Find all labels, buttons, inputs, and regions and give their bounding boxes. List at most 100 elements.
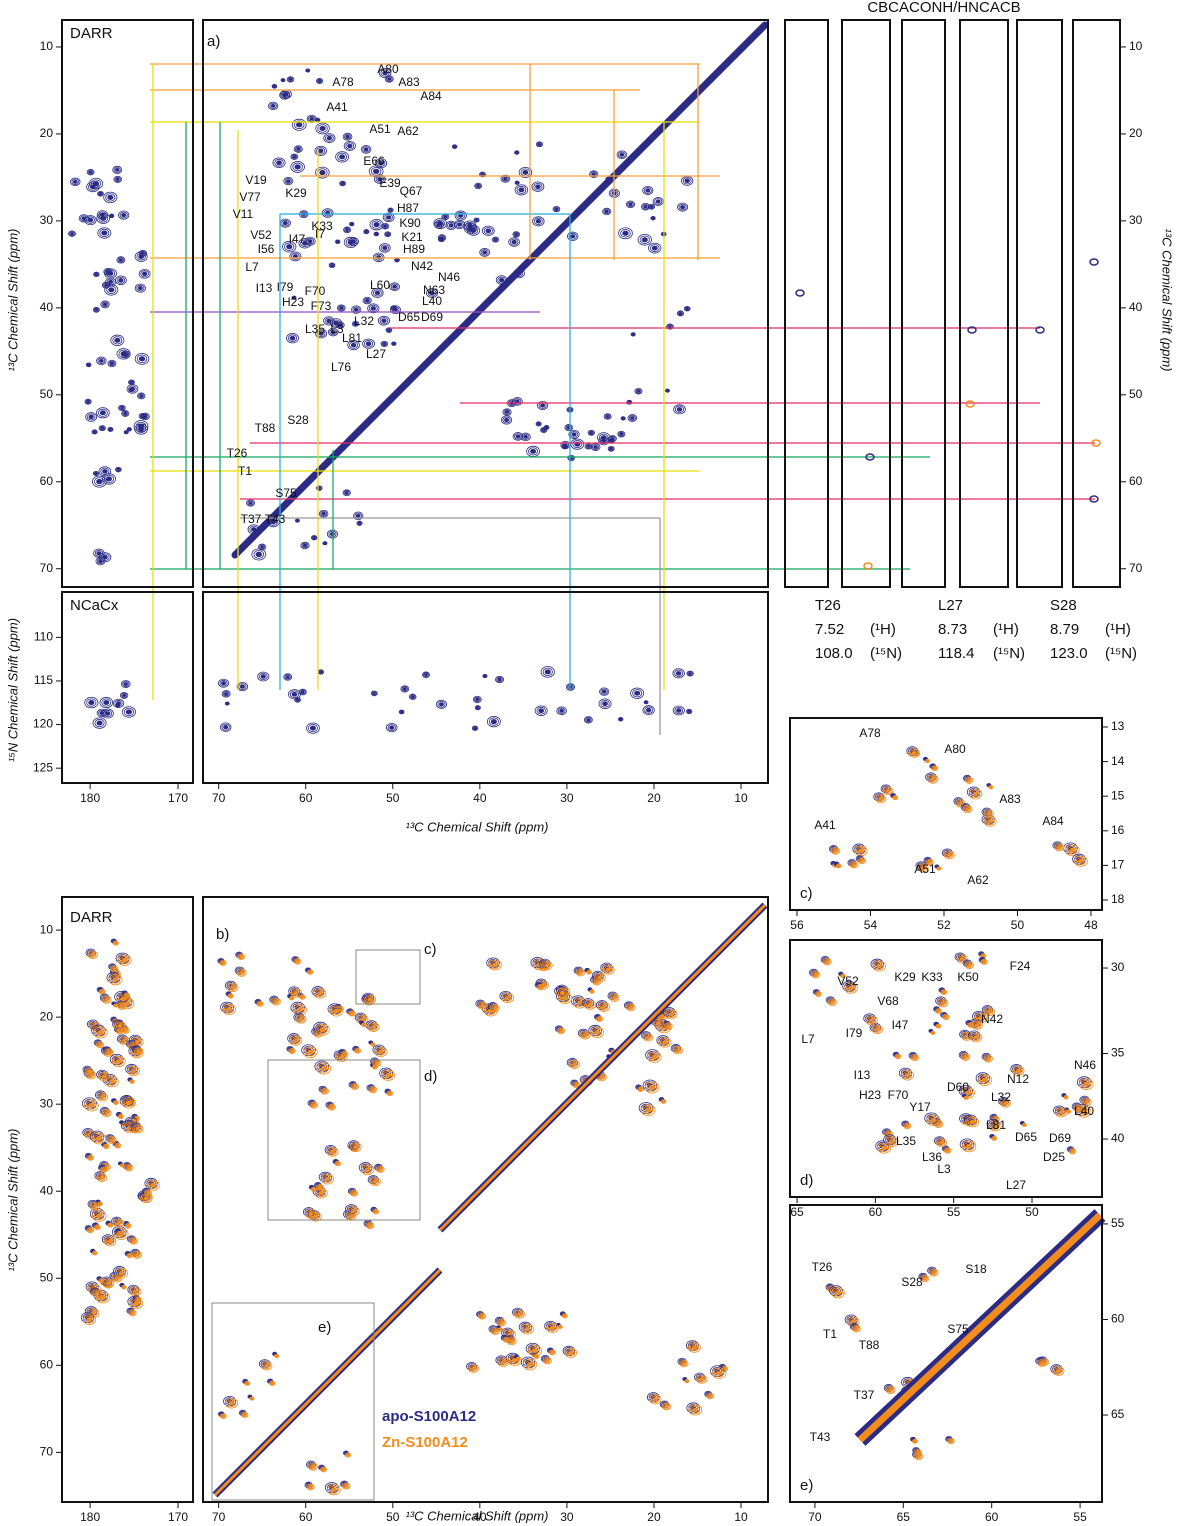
contour [916, 1450, 920, 1454]
contour [281, 78, 285, 82]
contour [676, 310, 685, 317]
contour [493, 238, 498, 241]
contour [935, 1138, 948, 1148]
contour [121, 692, 128, 698]
contour [983, 809, 994, 819]
contour [522, 1358, 538, 1371]
contour [367, 303, 380, 314]
contour [113, 1100, 119, 1105]
contour [844, 982, 858, 994]
contour [582, 1033, 588, 1038]
contour [306, 1210, 315, 1218]
contour [250, 1397, 254, 1400]
contour [1058, 1110, 1064, 1115]
contour [86, 363, 91, 367]
contour [93, 1026, 108, 1039]
contour [597, 1017, 602, 1021]
contour [224, 701, 230, 706]
contour [544, 963, 550, 968]
contour [830, 1000, 835, 1004]
contour [96, 407, 110, 419]
residue-label: N42 [981, 1012, 1003, 1026]
contour [86, 1227, 94, 1234]
panel-frame [202, 896, 769, 1503]
tick-label: 70 [40, 1445, 54, 1459]
contour [663, 1403, 670, 1410]
contour [105, 1281, 111, 1286]
tick-label: 125 [33, 760, 53, 774]
contour [479, 1313, 485, 1319]
contour [374, 1061, 379, 1065]
contour [686, 670, 694, 677]
contour [346, 1206, 360, 1217]
contour [841, 974, 845, 977]
contour [115, 466, 122, 473]
contour [219, 959, 227, 966]
contour [1056, 1108, 1066, 1117]
residue-label: T37 [241, 512, 262, 526]
contour [308, 1485, 313, 1489]
contour [88, 1102, 95, 1108]
contour [300, 995, 305, 1000]
residue-label: A83 [398, 75, 420, 89]
contour [602, 964, 615, 975]
contour [697, 1375, 706, 1383]
contour [627, 201, 634, 208]
residue-label: V19 [245, 173, 267, 187]
contour [365, 298, 370, 303]
contour [260, 674, 266, 679]
contour [360, 145, 372, 154]
strip-shift: 8.73 [938, 621, 967, 638]
contour [367, 1223, 372, 1228]
tick-label: 50 [40, 387, 54, 401]
contour [282, 240, 297, 253]
contour [1069, 1149, 1076, 1154]
contour [524, 1326, 531, 1332]
contour [71, 178, 80, 185]
contour [1000, 1098, 1011, 1108]
contour [604, 966, 613, 974]
contour [341, 1051, 348, 1057]
contour [529, 1346, 540, 1355]
contour [309, 725, 316, 731]
residue-label: E66 [363, 154, 385, 168]
contour [118, 210, 130, 220]
contour [541, 960, 553, 971]
contour [107, 426, 114, 432]
contour [119, 1115, 123, 1118]
contour [437, 234, 447, 242]
residue-label: A84 [420, 89, 442, 103]
contour [317, 148, 324, 154]
contour [666, 1024, 671, 1028]
contour [281, 79, 285, 82]
contour [927, 774, 939, 784]
contour [115, 1022, 125, 1030]
contour [617, 717, 624, 722]
contour [116, 1029, 123, 1034]
panel-label: a) [207, 33, 220, 50]
contour [250, 1397, 254, 1401]
contour [120, 680, 131, 689]
contour [1081, 1079, 1092, 1089]
contour [221, 681, 226, 686]
contour [100, 467, 110, 476]
contour [282, 221, 288, 226]
contour [929, 1268, 939, 1277]
contour [602, 207, 612, 216]
contour [292, 155, 297, 159]
contour [1070, 1149, 1075, 1153]
residue-label: D69 [1049, 1131, 1071, 1145]
contour [696, 1374, 708, 1384]
contour [536, 422, 541, 426]
contour [537, 984, 543, 990]
contour [488, 959, 502, 971]
contour [508, 237, 520, 247]
contour [272, 157, 286, 169]
residue-label: L27 [366, 347, 386, 361]
contour [376, 1048, 386, 1056]
contour [114, 1004, 118, 1007]
contour [599, 1003, 609, 1011]
contour [479, 171, 486, 178]
contour [100, 990, 104, 994]
contour [649, 244, 660, 252]
